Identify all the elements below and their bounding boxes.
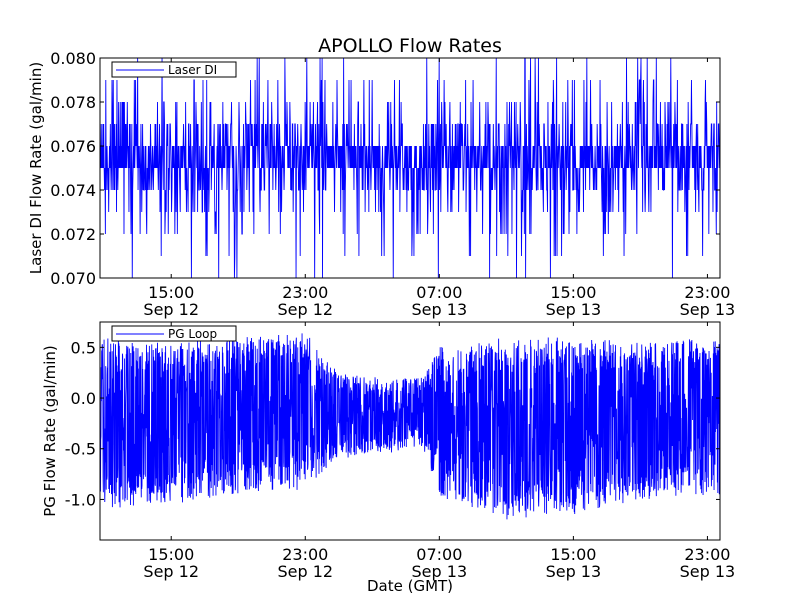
y-axis-label: PG Flow Rate (gal/min) bbox=[41, 345, 59, 517]
y-axis-label: Laser DI Flow Rate (gal/min) bbox=[27, 62, 45, 274]
x-tick-label-time: 23:00 bbox=[684, 283, 730, 302]
x-tick-label-time: 07:00 bbox=[416, 545, 462, 564]
x-tick-label-time: 23:00 bbox=[684, 545, 730, 564]
x-tick-label-date: Sep 12 bbox=[143, 562, 199, 581]
y-tick-label: 0.074 bbox=[50, 181, 96, 200]
series-line bbox=[100, 333, 720, 520]
x-tick-label-time: 15:00 bbox=[148, 283, 194, 302]
x-tick-label-time: 23:00 bbox=[282, 545, 328, 564]
x-axis-label: Date (GMT) bbox=[367, 577, 453, 595]
x-tick-label-time: 15:00 bbox=[550, 545, 596, 564]
x-tick-label-date: Sep 12 bbox=[143, 300, 199, 319]
y-tick-label: 0.5 bbox=[71, 338, 96, 357]
legend-label: Laser DI bbox=[168, 63, 217, 77]
y-tick-label: 0.0 bbox=[71, 389, 96, 408]
legend: PG Loop bbox=[111, 325, 237, 342]
x-tick-label-date: Sep 13 bbox=[412, 300, 468, 319]
y-tick-label: -1.0 bbox=[65, 490, 96, 509]
y-tick-label: 0.076 bbox=[50, 137, 96, 156]
legend-box bbox=[111, 325, 237, 342]
x-tick-label-time: 15:00 bbox=[148, 545, 194, 564]
x-tick-label-time: 07:00 bbox=[416, 283, 462, 302]
y-tick-label: 0.070 bbox=[50, 269, 96, 288]
y-tick-label: -0.5 bbox=[65, 440, 96, 459]
axes-frame bbox=[99, 57, 721, 279]
x-tick-label-date: Sep 13 bbox=[412, 562, 468, 581]
axes-frame bbox=[99, 321, 721, 541]
x-tick-label-date: Sep 13 bbox=[546, 300, 602, 319]
x-tick-label-date: Sep 13 bbox=[680, 300, 736, 319]
legend: Laser DI bbox=[111, 61, 237, 78]
x-tick-label-date: Sep 12 bbox=[277, 562, 333, 581]
x-tick-label-date: Sep 13 bbox=[546, 562, 602, 581]
chart-title: APOLLO Flow Rates bbox=[318, 35, 502, 57]
y-tick-label: 0.078 bbox=[50, 93, 96, 112]
legend-label: PG Loop bbox=[168, 327, 217, 341]
x-tick-label-time: 15:00 bbox=[550, 283, 596, 302]
x-tick-label-time: 23:00 bbox=[282, 283, 328, 302]
legend-box bbox=[111, 61, 237, 78]
x-tick-label-date: Sep 12 bbox=[277, 300, 333, 319]
y-tick-label: 0.072 bbox=[50, 225, 96, 244]
y-tick-label: 0.080 bbox=[50, 49, 96, 68]
x-tick-label-date: Sep 13 bbox=[680, 562, 736, 581]
series-line bbox=[100, 58, 720, 278]
